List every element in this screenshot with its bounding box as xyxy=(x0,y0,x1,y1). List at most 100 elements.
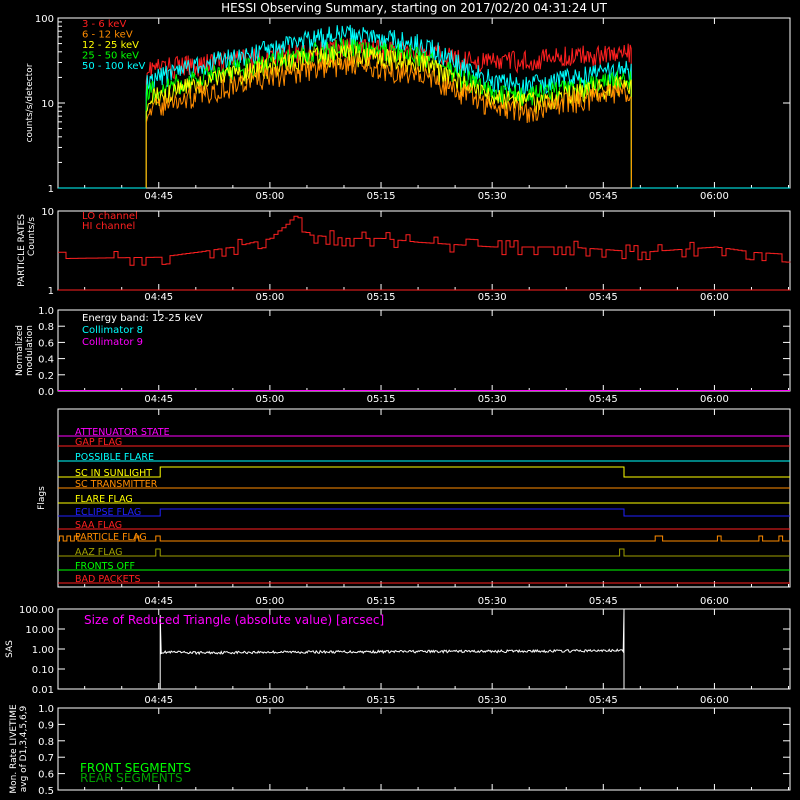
counts-ytick-label: 10 xyxy=(41,99,54,110)
modulation-ytick-label: 0.6 xyxy=(38,338,54,349)
modulation-ytick-label: 0.4 xyxy=(38,355,54,366)
sas-panel: 04:45 05:00 05:15 05:30 05:45 06:00 0.01 0.10 1.… xyxy=(5,605,791,706)
flags-xtick-label: 05:30 xyxy=(478,596,507,607)
flag-label: SAA FLAG xyxy=(75,520,122,531)
particle-ylabel-units: Counts/s xyxy=(27,217,37,256)
livetime-legend-rear: REAR SEGMENTS xyxy=(80,771,183,785)
counts-xtick-label: 05:30 xyxy=(478,191,507,202)
flag-label: BAD PACKETS xyxy=(75,574,141,585)
sas-ytick-label: 0.01 xyxy=(32,685,54,696)
modulation-ytick-label: 0.0 xyxy=(38,387,54,398)
counts-legend-item: 6 - 12 keV xyxy=(82,30,133,41)
counts-series-50-100kev xyxy=(145,24,632,189)
sas-ytick-label: 10.00 xyxy=(25,625,54,636)
sas-xtick-label: 05:45 xyxy=(589,695,618,706)
flag-label: PARTICLE FLAG xyxy=(75,532,147,543)
flags-xtick-label: 04:45 xyxy=(144,596,173,607)
flags-frame xyxy=(57,408,791,588)
modulation-legend-coll8: Collimator 8 xyxy=(82,325,143,336)
flag-label: POSSIBLE FLARE xyxy=(75,452,154,463)
counts-xtick-label: 05:45 xyxy=(589,191,618,202)
counts-legend-item: 3 - 6 keV xyxy=(82,19,126,30)
livetime-ylabel-2: avg of D1,3,4,5,6,9 xyxy=(19,705,29,792)
sas-series-line xyxy=(159,608,625,689)
figure-title: HESSI Observing Summary, starting on 201… xyxy=(221,1,607,15)
particle-xtick-label: 04:45 xyxy=(144,292,173,303)
flag-label: SC IN SUNLIGHT xyxy=(75,468,152,479)
livetime-legend-front: FRONT SEGMENTS xyxy=(80,761,191,775)
particle-xtick-label: 06:00 xyxy=(700,292,729,303)
modulation-xtick-label: 05:30 xyxy=(478,394,507,405)
flag-label: ATTENUATOR STATE xyxy=(75,427,170,438)
particle-xtick-label: 05:00 xyxy=(255,292,284,303)
counts-ytick-label: 100 xyxy=(35,14,54,25)
counts-xtick-label: 04:45 xyxy=(144,191,173,202)
modulation-xtick-label: 05:45 xyxy=(589,394,618,405)
flag-line xyxy=(58,535,790,542)
sas-xtick-label: 05:15 xyxy=(367,695,396,706)
livetime-frame xyxy=(57,707,791,791)
modulation-xtick-label: 06:00 xyxy=(700,394,729,405)
sas-xtick-label: 05:30 xyxy=(478,695,507,706)
flag-label: FLARE FLAG xyxy=(75,494,133,505)
sas-ytick-label: 1.00 xyxy=(32,645,54,656)
livetime-panel: 0.5 0.6 0.7 0.8 0.9 1.0 Mon. Rate LIVETIME avg … xyxy=(9,704,791,797)
counts-xtick-label: 05:15 xyxy=(367,191,396,202)
counts-legend-item: 12 - 25 keV xyxy=(82,40,139,51)
particle-legend-hi: HI channel xyxy=(82,221,135,232)
particle-ytick-label: 10 xyxy=(41,207,54,218)
counts-series-6-12kev xyxy=(145,55,632,189)
counts-legend-item: 25 - 50 keV xyxy=(82,51,139,62)
counts-ytick-label: 1 xyxy=(48,184,54,195)
modulation-xtick-label: 05:15 xyxy=(367,394,396,405)
sas-xtick-label: 04:45 xyxy=(144,695,173,706)
flags-xtick-label: 05:45 xyxy=(589,596,618,607)
particle-xtick-label: 05:15 xyxy=(367,292,396,303)
counts-xtick-label: 05:00 xyxy=(255,191,284,202)
sas-ytick-label: 100.00 xyxy=(19,605,54,616)
flag-label: GAP FLAG xyxy=(75,437,122,448)
modulation-xtick-label: 04:45 xyxy=(144,394,173,405)
modulation-ytick-label: 0.2 xyxy=(38,371,54,382)
flag-label: ECLIPSE FLAG xyxy=(75,507,141,518)
livetime-ytick-label: 0.5 xyxy=(38,786,54,797)
particle-rates-panel: 04:45 05:00 05:15 05:30 05:45 06:00 1 10 PARTICL… xyxy=(17,207,791,303)
flags-xtick-label: 05:00 xyxy=(255,596,284,607)
livetime-ytick-label: 0.6 xyxy=(38,770,54,781)
particle-xtick-label: 05:45 xyxy=(589,292,618,303)
flags-xtick-label: 06:00 xyxy=(700,596,729,607)
particle-ytick-label: 1 xyxy=(48,286,54,297)
livetime-ytick-label: 0.8 xyxy=(38,737,54,748)
particle-xtick-label: 05:30 xyxy=(478,292,507,303)
flags-panel: 04:45 05:00 05:15 05:30 05:45 06:00 Flags ATTEN… xyxy=(37,408,791,607)
modulation-xtick-label: 05:00 xyxy=(255,394,284,405)
modulation-panel: 04:45 05:00 05:15 05:30 05:45 06:00 0.0 0.2 0.4 0… xyxy=(15,306,791,405)
flag-line xyxy=(58,548,790,557)
flags-ylabel: Flags xyxy=(37,486,47,510)
flag-label: SC TRANSMITTER xyxy=(75,479,158,490)
flag-line xyxy=(58,508,790,517)
flag-line xyxy=(58,466,790,478)
flag-label: AAZ FLAG xyxy=(75,547,122,558)
particle-lo-channel-line xyxy=(58,215,791,266)
modulation-ylabel-2: modulation xyxy=(25,325,35,376)
sas-xtick-label: 05:00 xyxy=(255,695,284,706)
counts-series-12-25kev xyxy=(145,43,632,189)
modulation-ytick-label: 1.0 xyxy=(38,306,54,317)
particle-legend-lo: LO channel xyxy=(82,211,138,222)
livetime-ylabel: Mon. Rate LIVETIME xyxy=(9,704,19,794)
livetime-ytick-label: 1.0 xyxy=(38,704,54,715)
livetime-ytick-label: 0.9 xyxy=(38,720,54,731)
modulation-ylabel: Normalized xyxy=(15,325,25,376)
sas-ytick-label: 0.10 xyxy=(32,665,54,676)
sas-annotation: Size of Reduced Triangle (absolute value… xyxy=(84,613,384,627)
counts-xtick-label: 06:00 xyxy=(700,191,729,202)
sas-ylabel: SAS xyxy=(5,640,15,658)
counts-ylabel: counts/s/detector xyxy=(25,63,35,142)
particle-ylabel: PARTICLE RATES xyxy=(17,214,27,287)
flag-label: FRONTS OFF xyxy=(75,561,135,572)
counts-legend-item: 50 - 100 keV xyxy=(82,61,146,72)
counts-panel: 04:45 05:00 05:15 05:30 05:45 06:00 1 10 100 coun… xyxy=(25,14,791,202)
